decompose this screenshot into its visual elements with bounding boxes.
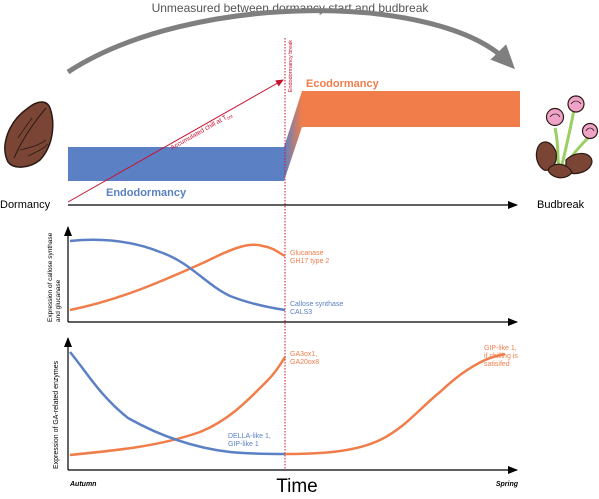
time-span-arrow <box>66 8 515 75</box>
gip-label-1: GIP-like 1, <box>484 345 517 352</box>
callose-synthase-curve <box>69 238 286 312</box>
glucanase-label-1: Glucanase <box>290 250 324 257</box>
panel3-ylabel: Expression of GA-related enzymes <box>53 360 60 469</box>
chill-accumulation-arrow <box>67 79 284 203</box>
endodormancy-break-label: Endodormancy break <box>288 40 294 93</box>
callose-label-2: CALS3 <box>290 309 312 316</box>
panel2-ylabel-line1: Expression of callose synthase <box>47 232 54 322</box>
transition-band <box>284 91 302 181</box>
della-like-curve <box>69 351 286 456</box>
gip-like-curve <box>284 352 506 456</box>
panel2-ylabel-line2: and glucanase <box>55 279 62 322</box>
chill-label: Accumulated chill at Tcrit <box>170 111 235 152</box>
ga-label-2: GA20ox8 <box>290 359 319 366</box>
glucanase-label-2: GH17 type 2 <box>290 258 329 265</box>
endodormancy-label: Endodormancy <box>106 187 187 199</box>
della-label-2: GIP-like 1 <box>228 441 259 448</box>
spring-label: Spring <box>496 481 519 488</box>
della-label-1: DELLA-like 1, <box>228 433 271 440</box>
dormant-bud-icon <box>4 101 54 168</box>
gip-label-3: satisifed <box>484 361 510 368</box>
glucanase-curve <box>69 243 286 312</box>
dormancy-label: Dormancy <box>0 199 51 211</box>
ecodormancy-label: Ecodormancy <box>306 78 380 90</box>
ecodormancy-bar <box>302 91 520 127</box>
autumn-label: Autumn <box>69 481 96 488</box>
ga-label-1: GA3ox1, <box>290 351 317 358</box>
budbreak-label: Budbreak <box>537 199 585 211</box>
callose-label-1: Callose synthase <box>290 301 343 308</box>
ga-oxidase-curve <box>69 356 287 457</box>
budbreak-flower-icon <box>535 95 599 179</box>
time-label: Time <box>276 476 318 497</box>
gip-label-2: if chilling is <box>484 353 518 360</box>
endodormancy-bar <box>68 147 284 181</box>
